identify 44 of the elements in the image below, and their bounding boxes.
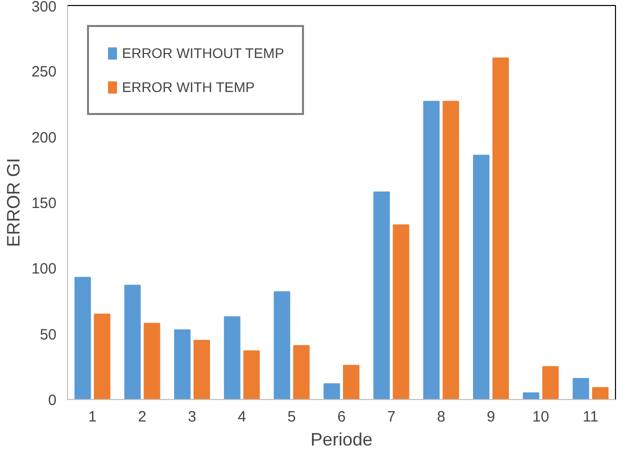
x-axis-title: Periode [310,430,373,450]
bar [74,276,91,400]
bar [392,224,410,400]
x-tick-label: 7 [387,408,396,426]
x-tick-label: 2 [138,408,146,426]
x-tick-label: 9 [486,408,496,426]
bar [373,191,390,400]
bar [293,345,310,400]
y-tick-label: 300 [31,0,57,16]
bar [224,316,240,400]
bar [342,364,360,400]
bar [194,340,210,400]
x-tick-label: 10 [532,408,550,426]
y-axis-title: ERROR GI [3,158,24,248]
x-tick-label: 6 [337,408,346,426]
bar [174,329,191,400]
bar [274,291,290,400]
x-tick-label: 1 [88,408,97,426]
x-tick-label: 3 [188,408,196,426]
x-tick-label: 4 [238,408,246,426]
x-tick-label: 11 [582,408,598,426]
y-tick-label: 50 [40,326,57,344]
bar [144,322,160,400]
x-tick-label: 8 [436,408,446,426]
bar [124,284,141,400]
bar [324,383,340,400]
y-tick-label: 100 [31,260,57,278]
y-tick-label: 0 [48,392,56,409]
legend-label: ERROR WITHOUT TEMP [122,45,284,61]
bar [473,154,490,400]
y-tick-label: 150 [31,195,57,212]
bar [572,378,590,400]
bar [522,392,540,400]
y-tick-label: 200 [31,129,57,146]
bar [592,387,609,400]
bar [442,100,460,400]
legend-label: ERROR WITH TEMP [122,79,255,95]
bar [243,350,260,400]
bar [94,314,110,400]
bar [492,58,509,400]
y-tick-label: 250 [31,64,57,81]
x-tick-label: 5 [288,408,296,426]
bar [423,100,440,400]
bar [542,366,559,400]
